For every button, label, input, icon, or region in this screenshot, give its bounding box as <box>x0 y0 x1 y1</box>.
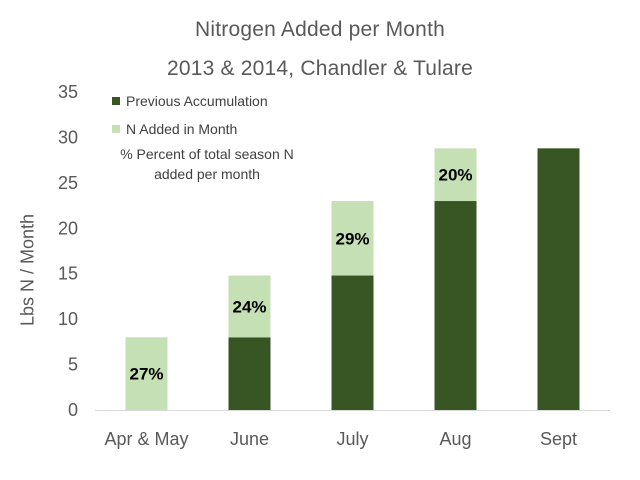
legend-label: N Added in Month <box>126 121 238 137</box>
y-tick-label: 35 <box>58 82 78 102</box>
y-tick-label: 10 <box>58 309 78 329</box>
chart-subtitle: 2013 & 2014, Chandler & Tulare <box>166 57 474 80</box>
bar-segment-previous-accumulation <box>537 148 580 410</box>
legend-swatch-n-added <box>112 125 120 133</box>
y-tick-label: 15 <box>58 264 78 284</box>
y-tick-label: 5 <box>68 355 78 375</box>
x-tick-label: Apr & May <box>104 429 188 449</box>
legend-item-previous-accumulation: Previous Accumulation <box>112 93 268 109</box>
y-tick-label: 20 <box>58 218 78 238</box>
x-tick-label: July <box>336 429 368 449</box>
data-label: 27% <box>129 365 163 384</box>
bar-segment-n-added <box>434 148 477 202</box>
bar-segment-n-added <box>331 201 374 276</box>
x-tick-label: Aug <box>439 429 471 449</box>
bar-segment-previous-accumulation <box>434 201 477 410</box>
y-tick-label: 0 <box>68 400 78 420</box>
y-tick-label: 30 <box>58 127 78 147</box>
bar-segment-n-added <box>228 275 271 338</box>
x-tick-label: June <box>230 429 269 449</box>
legend-note: % Percent of total season N added per mo… <box>120 146 294 182</box>
bar-segment-previous-accumulation <box>228 337 271 410</box>
legend-label: Previous Accumulation <box>126 93 268 109</box>
legend-item-n-added: N Added in Month <box>112 121 237 137</box>
data-label: 29% <box>335 229 369 248</box>
data-label: 24% <box>232 297 266 316</box>
chart-title: Nitrogen Added per Month <box>195 18 445 41</box>
bar-segment-n-added <box>125 337 168 410</box>
y-tick-label: 25 <box>58 173 78 193</box>
legend-swatch-previous-accumulation <box>112 97 120 105</box>
data-label: 20% <box>438 166 472 185</box>
x-tick-label: Sept <box>540 429 577 449</box>
bar-segment-previous-accumulation <box>331 275 374 410</box>
